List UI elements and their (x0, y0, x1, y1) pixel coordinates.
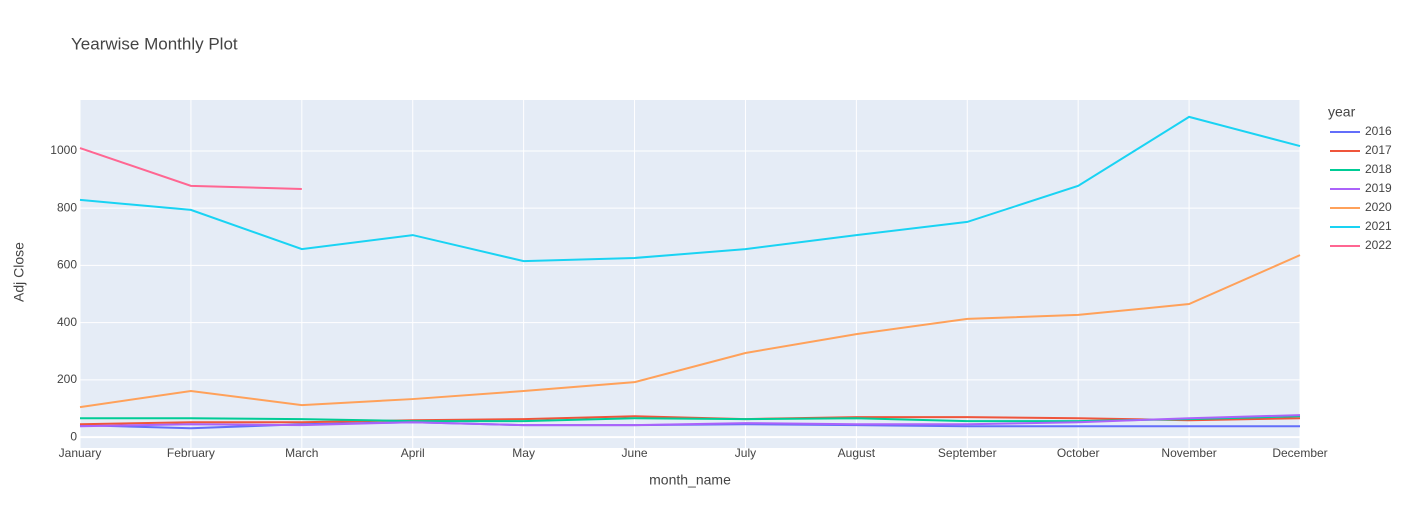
chart-title: Yearwise Monthly Plot (71, 34, 238, 53)
legend-label: 2018 (1365, 162, 1392, 176)
x-tick-label: April (401, 446, 425, 460)
y-tick-label: 400 (57, 315, 77, 329)
y-tick-label: 800 (57, 200, 77, 214)
y-tick-label: 0 (70, 429, 77, 443)
x-tick-label: July (735, 446, 756, 460)
x-tick-label: March (285, 446, 318, 460)
x-tick-label: November (1161, 446, 1216, 460)
x-tick-label: August (838, 446, 876, 460)
series-line (79, 147, 302, 191)
x-tick-label: January (59, 446, 102, 460)
x-tick-label: May (512, 446, 535, 460)
y-tick-label: 600 (57, 258, 77, 272)
series-line (79, 115, 1301, 263)
x-tick-label: October (1057, 446, 1100, 460)
legend-label: 2017 (1365, 143, 1392, 157)
y-tick-label: 200 (57, 372, 77, 386)
x-axis-label: month_name (649, 472, 731, 488)
series-line (79, 415, 1301, 426)
series-line (79, 414, 1301, 428)
legend-label: 2021 (1365, 219, 1392, 233)
x-tick-label: December (1272, 446, 1327, 460)
x-tick-label: September (938, 446, 997, 460)
y-tick-label: 1000 (50, 143, 77, 157)
plot-area (80, 100, 1300, 448)
legend-label: 2019 (1365, 181, 1392, 195)
series-line (79, 254, 1301, 409)
legend-label: 2022 (1365, 238, 1392, 252)
y-axis-label: Adj Close (11, 242, 27, 302)
x-tick-label: June (622, 446, 648, 460)
x-tick-label: February (167, 446, 215, 460)
legend-label: 2016 (1365, 124, 1392, 138)
legend-label: 2020 (1365, 200, 1392, 214)
legend-title: year (1328, 104, 1356, 120)
